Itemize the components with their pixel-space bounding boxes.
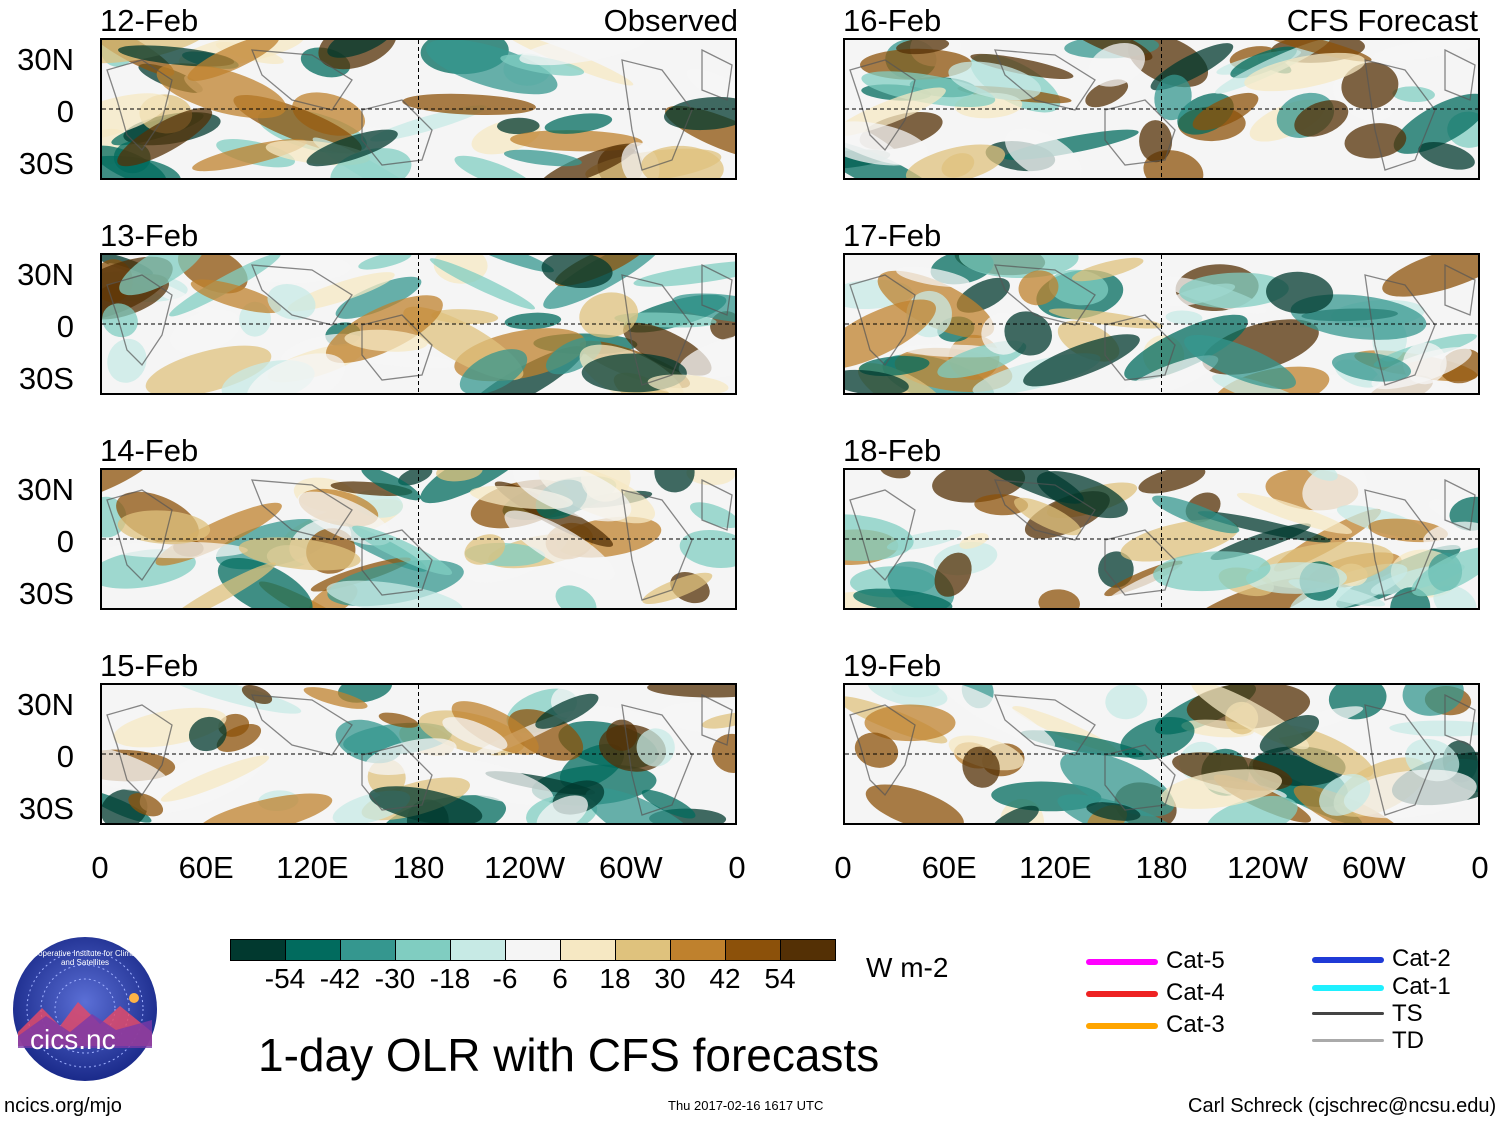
colorbar-swatch: [395, 939, 451, 961]
colorbar-swatch: [505, 939, 561, 961]
olr-map: [845, 685, 1478, 823]
panel-date-label: 17-Feb: [843, 218, 942, 253]
legend-line-td: [1312, 1039, 1384, 1042]
colorbar-swatch: [725, 939, 781, 961]
panel-date-label: 14-Feb: [100, 433, 199, 468]
page-title: 1-day OLR with CFS forecasts: [258, 1029, 880, 1081]
colorbar-swatch: [230, 939, 286, 961]
olr-map: [845, 40, 1478, 178]
legend-line-cat-4: [1086, 991, 1158, 997]
colorbar-tick-label: 6: [552, 963, 568, 994]
longitude-tick: 120W: [484, 850, 566, 885]
colorbar-swatch: [340, 939, 396, 961]
cics-logo: cics.nc Cooperative Institute for Climat…: [12, 936, 158, 1082]
olr-panel-19-Feb: [843, 683, 1480, 825]
longitude-tick: 120E: [1019, 850, 1092, 885]
panel-date-label: 12-Feb: [100, 3, 199, 38]
footer-url: ncics.org/mjo: [4, 1095, 122, 1117]
colorbar-tick-label: -18: [429, 963, 471, 994]
latitude-tick: 0: [56, 739, 74, 774]
forecast-header: CFS Forecast: [1286, 3, 1478, 38]
olr-map: [102, 40, 735, 178]
observed-header: Observed: [603, 3, 738, 38]
olr-panel-12-Feb: [100, 38, 737, 180]
legend-line-ts: [1312, 1012, 1384, 1015]
latitude-tick: 0: [56, 309, 74, 344]
legend-line-cat-5: [1086, 959, 1158, 965]
colorbar-tick-label: 18: [599, 963, 631, 994]
colorbar-tick-label: 42: [709, 963, 741, 994]
latitude-tick: 30S: [18, 791, 74, 826]
latitude-tick: 0: [56, 524, 74, 559]
longitude-tick: 0: [1471, 850, 1489, 885]
colorbar-tick-label: -6: [492, 963, 518, 994]
olr-panel-17-Feb: [843, 253, 1480, 395]
latitude-tick: 30N: [17, 687, 74, 722]
legend-label: Cat-1: [1392, 973, 1451, 1000]
longitude-tick: 60E: [178, 850, 234, 885]
logo-ring-text: Cooperative Institute for Climate and Sa…: [27, 949, 143, 967]
olr-map: [102, 470, 735, 608]
legend-line-cat-2: [1312, 957, 1384, 963]
longitude-tick: 60E: [921, 850, 977, 885]
colorbar-tick-label: 30: [654, 963, 686, 994]
longitude-tick: 0: [834, 850, 852, 885]
legend-line-cat-1: [1312, 985, 1384, 991]
latitude-tick: 30S: [18, 576, 74, 611]
footer-author: Carl Schreck (cjschrec@ncsu.edu): [1188, 1095, 1497, 1117]
colorbar-swatch: [780, 939, 836, 961]
legend-label: Cat-5: [1166, 947, 1225, 974]
latitude-tick: 30S: [18, 361, 74, 396]
olr-map: [845, 255, 1478, 393]
legend-line-cat-3: [1086, 1023, 1158, 1029]
latitude-tick: 0: [56, 94, 74, 129]
olr-panel-13-Feb: [100, 253, 737, 395]
longitude-tick: 180: [1135, 850, 1188, 885]
panel-date-label: 18-Feb: [843, 433, 942, 468]
olr-panel-14-Feb: [100, 468, 737, 610]
footer-timestamp: Thu 2017-02-16 1617 UTC: [668, 1098, 824, 1113]
latitude-tick: 30S: [18, 146, 74, 181]
legend-label: TS: [1392, 1000, 1423, 1027]
panel-date-label: 19-Feb: [843, 648, 942, 683]
olr-panel-18-Feb: [843, 468, 1480, 610]
colorbar-tick-label: -54: [264, 963, 306, 994]
legend-label: Cat-3: [1166, 1011, 1225, 1038]
latitude-tick: 30N: [17, 472, 74, 507]
colorbar-tick-label: -30: [374, 963, 416, 994]
olr-map: [845, 470, 1478, 608]
longitude-tick: 0: [728, 850, 746, 885]
longitude-tick: 120E: [276, 850, 349, 885]
legend-label: Cat-4: [1166, 979, 1225, 1006]
longitude-tick: 0: [91, 850, 109, 885]
olr-map: [102, 685, 735, 823]
longitude-tick: 60W: [598, 850, 663, 885]
latitude-tick: 30N: [17, 257, 74, 292]
colorbar-swatch: [285, 939, 341, 961]
latitude-tick: 30N: [17, 42, 74, 77]
logo-text: cics.nc: [30, 1024, 116, 1055]
colorbar-swatch: [615, 939, 671, 961]
colorbar-swatch: [560, 939, 616, 961]
colorbar-tick-label: 54: [764, 963, 796, 994]
longitude-tick: 60W: [1341, 850, 1406, 885]
panel-date-label: 15-Feb: [100, 648, 199, 683]
legend-label: TD: [1392, 1027, 1424, 1054]
colorbar-units: W m-2: [866, 952, 949, 983]
legend-label: Cat-2: [1392, 945, 1451, 972]
longitude-tick: 180: [392, 850, 445, 885]
colorbar-swatch: [670, 939, 726, 961]
olr-panel-15-Feb: [100, 683, 737, 825]
longitude-tick: 120W: [1227, 850, 1309, 885]
colorbar-swatch: [450, 939, 506, 961]
panel-date-label: 13-Feb: [100, 218, 199, 253]
panel-date-label: 16-Feb: [843, 3, 942, 38]
olr-panel-16-Feb: [843, 38, 1480, 180]
colorbar-tick-label: -42: [319, 963, 361, 994]
olr-map: [102, 255, 735, 393]
